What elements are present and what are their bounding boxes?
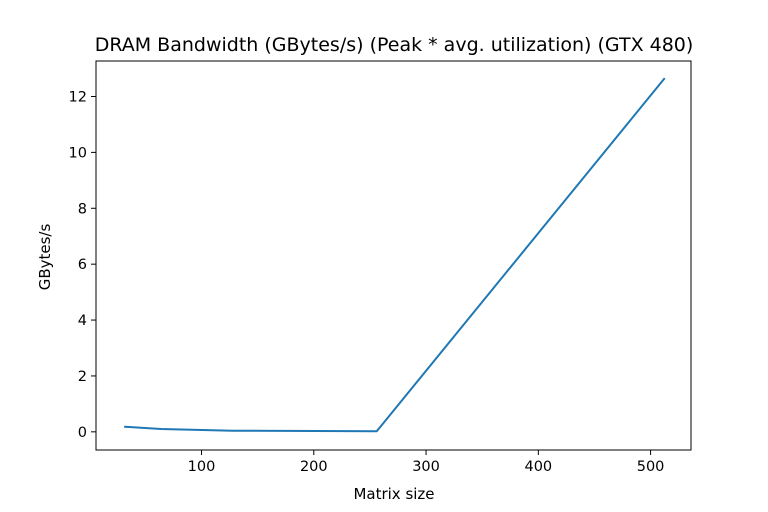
y-axis-label: GBytes/s bbox=[36, 224, 54, 291]
x-tick-label: 300 bbox=[412, 459, 440, 475]
x-axis: 100 200 300 400 500 bbox=[188, 450, 665, 475]
y-tick-label: 8 bbox=[78, 201, 87, 217]
series-layer bbox=[124, 77, 666, 433]
y-axis: 0 2 4 6 8 10 12 bbox=[69, 89, 96, 441]
x-tick-label: 200 bbox=[300, 459, 328, 475]
y-tick-label: 6 bbox=[78, 257, 87, 273]
y-tick-label: 0 bbox=[78, 425, 87, 441]
plot-frame bbox=[95, 60, 692, 451]
chart-title: DRAM Bandwidth (GBytes/s) (Peak * avg. u… bbox=[95, 34, 694, 56]
y-tick-label: 12 bbox=[69, 89, 87, 105]
series-line bbox=[124, 77, 666, 433]
y-tick-label: 2 bbox=[78, 369, 87, 385]
y-tick-label: 10 bbox=[69, 145, 87, 161]
x-axis-label: Matrix size bbox=[353, 485, 434, 503]
x-tick-label: 500 bbox=[637, 459, 665, 475]
x-tick-label: 100 bbox=[188, 459, 216, 475]
y-tick-label: 4 bbox=[78, 313, 87, 329]
x-tick-label: 400 bbox=[524, 459, 552, 475]
